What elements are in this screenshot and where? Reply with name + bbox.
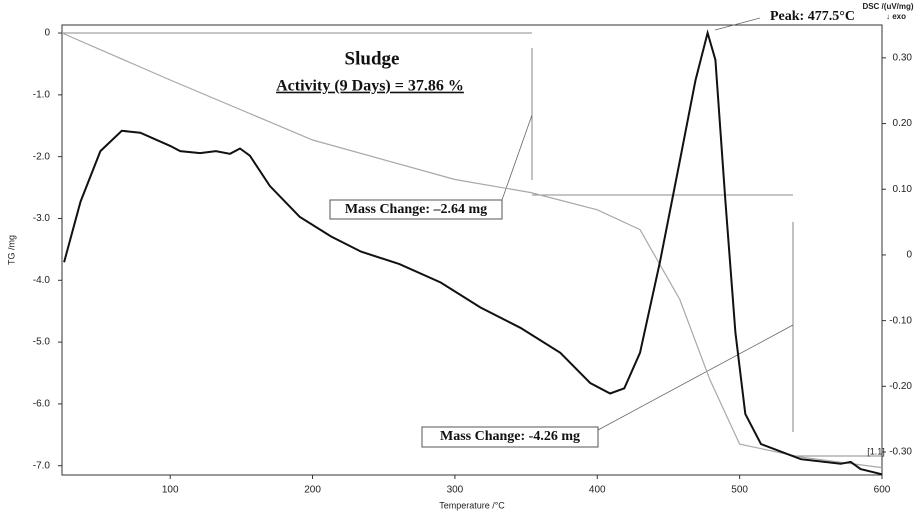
leader-line bbox=[714, 17, 761, 31]
y2-note: ↓ exo bbox=[886, 12, 906, 21]
y2-tick-label: -0.20 bbox=[889, 381, 912, 392]
y-axis-label: TG /mg bbox=[6, 235, 16, 265]
leader-line bbox=[597, 324, 794, 431]
x-tick-label: 100 bbox=[162, 485, 179, 496]
y-tick-label: -3.0 bbox=[33, 213, 51, 224]
y-tick-label: -5.0 bbox=[33, 337, 51, 348]
label-box bbox=[329, 199, 503, 220]
x-tick-label: 600 bbox=[874, 485, 891, 496]
x-axis-label: Temperature /°C bbox=[439, 500, 505, 510]
chart-subtitle: Activity (9 Days) = 37.86 % bbox=[276, 78, 464, 95]
leader-line bbox=[501, 114, 533, 201]
y-tick-label: -4.0 bbox=[33, 275, 51, 286]
y-tick-label: -2.0 bbox=[33, 151, 51, 162]
annotation-lines bbox=[62, 17, 882, 457]
y2-axis-label: DSC /(uV/mg) bbox=[862, 2, 913, 11]
y2-tick-label: -0.10 bbox=[889, 315, 912, 326]
y2-tick-label: 0.20 bbox=[893, 118, 913, 129]
data-line bbox=[63, 29, 883, 476]
curve-id: [1.1] bbox=[867, 446, 885, 456]
x-tick-label: 200 bbox=[304, 485, 321, 496]
y-tick-label: -6.0 bbox=[33, 399, 51, 410]
plot-frame bbox=[61, 24, 883, 476]
x-tick-label: 300 bbox=[447, 485, 464, 496]
y-tick-label: 0 bbox=[44, 28, 50, 39]
chart-title: Sludge bbox=[345, 48, 400, 69]
x-tick-label: 400 bbox=[589, 485, 606, 496]
mass-change-label: Mass Change: -4.26 mg bbox=[440, 429, 580, 444]
data-line bbox=[61, 32, 883, 469]
mass-change-label: Mass Change: –2.64 mg bbox=[345, 202, 487, 217]
y2-tick-label: -0.30 bbox=[889, 447, 912, 458]
y2-tick-label: 0 bbox=[906, 250, 912, 261]
label-box bbox=[421, 426, 599, 448]
peak-label: Peak: 477.5°C bbox=[770, 9, 855, 24]
y2-tick-label: 0.10 bbox=[893, 184, 913, 195]
y-tick-label: -7.0 bbox=[33, 460, 51, 471]
y-tick-label: -1.0 bbox=[33, 89, 51, 100]
y2-tick-label: 0.30 bbox=[893, 52, 913, 63]
x-tick-label: 500 bbox=[731, 485, 748, 496]
